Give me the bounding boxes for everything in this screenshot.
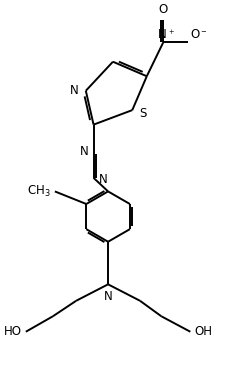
Text: $^-$: $^-$: [199, 29, 207, 39]
Text: N: N: [158, 28, 167, 42]
Text: N: N: [80, 145, 88, 158]
Text: N: N: [99, 173, 108, 186]
Text: S: S: [139, 107, 147, 120]
Text: CH$_3$: CH$_3$: [27, 184, 51, 199]
Text: OH: OH: [194, 325, 212, 338]
Text: O: O: [190, 28, 200, 42]
Text: N: N: [70, 84, 79, 97]
Text: O: O: [159, 3, 168, 16]
Text: HO: HO: [4, 325, 22, 338]
Text: $^+$: $^+$: [167, 29, 176, 39]
Text: N: N: [104, 290, 112, 303]
